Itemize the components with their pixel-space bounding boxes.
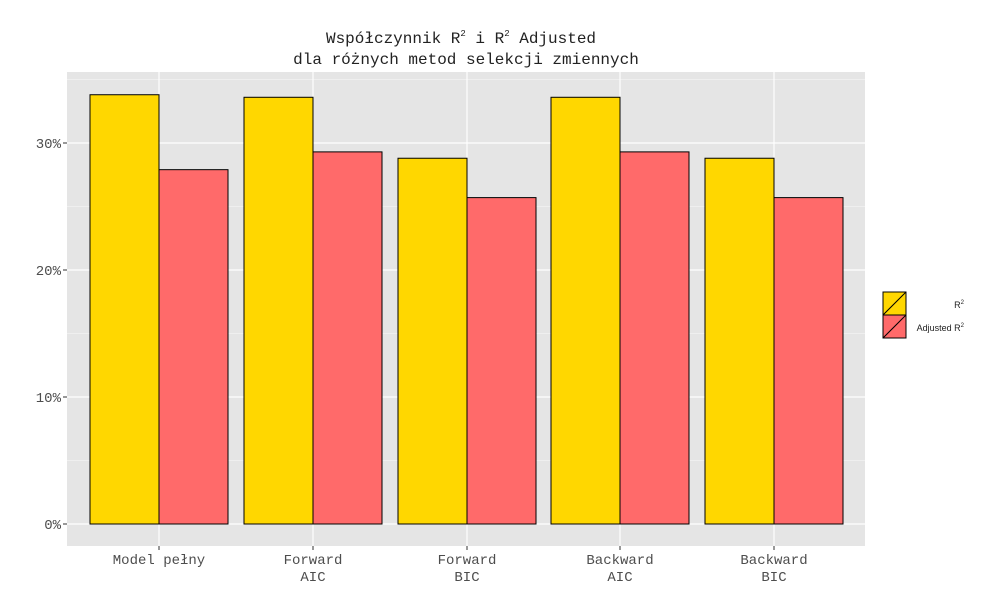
legend-label-adjusted-r2: Adjusted R2 — [917, 323, 965, 333]
x-tick-label: BIC — [454, 570, 479, 586]
chart-title: Współczynnik R2 i R2 Adjusted dla różnyc… — [293, 29, 639, 69]
x-tick-label: Forward — [438, 553, 497, 569]
x-tick-label: Model pełny — [113, 553, 205, 569]
y-tick-label: 0% — [44, 518, 61, 534]
bar-adjusted-r2-0 — [158, 169, 229, 525]
y-tick-label: 30% — [36, 137, 62, 153]
bar-r2-1 — [243, 96, 314, 525]
legend-label-r2: R2 — [954, 300, 965, 310]
bar-r2-0 — [89, 94, 160, 525]
x-tick-label: BIC — [761, 570, 786, 586]
y-tick-label: 10% — [36, 391, 62, 407]
legend-key-adjusted-r2-slash — [882, 314, 907, 339]
chart-title-line1: Współczynnik R2 i R2 Adjusted — [326, 29, 596, 48]
legend-item-adjusted-r2: Adjusted R2 — [882, 314, 965, 339]
bar-r2-2 — [397, 157, 468, 525]
bar-adjusted-r2-1 — [312, 151, 383, 525]
legend-key-r2-slash — [882, 291, 907, 316]
bar-adjusted-r2-4 — [773, 197, 844, 525]
x-axis: Model pełny ForwardAICForwardBICBackwardA… — [113, 546, 808, 586]
bars — [89, 94, 844, 525]
x-tick-label: Backward — [740, 553, 807, 569]
legend: R2 Adjusted R2 — [882, 291, 965, 339]
chart-title-line2: dla różnych metod selekcji zmiennych — [293, 51, 639, 69]
bar-adjusted-r2-3 — [619, 151, 690, 525]
bar-adjusted-r2-2 — [466, 197, 537, 525]
x-tick-label: AIC — [300, 570, 325, 586]
x-tick-label: Forward — [284, 553, 343, 569]
y-axis: 0% 10% 20% 30% — [36, 137, 67, 534]
x-tick-label: Backward — [586, 553, 653, 569]
y-tick-label: 20% — [36, 264, 62, 280]
legend-item-r2: R2 — [882, 291, 965, 316]
x-tick-label: AIC — [607, 570, 632, 586]
bar-r2-3 — [550, 96, 621, 525]
bar-r2-4 — [704, 157, 775, 525]
